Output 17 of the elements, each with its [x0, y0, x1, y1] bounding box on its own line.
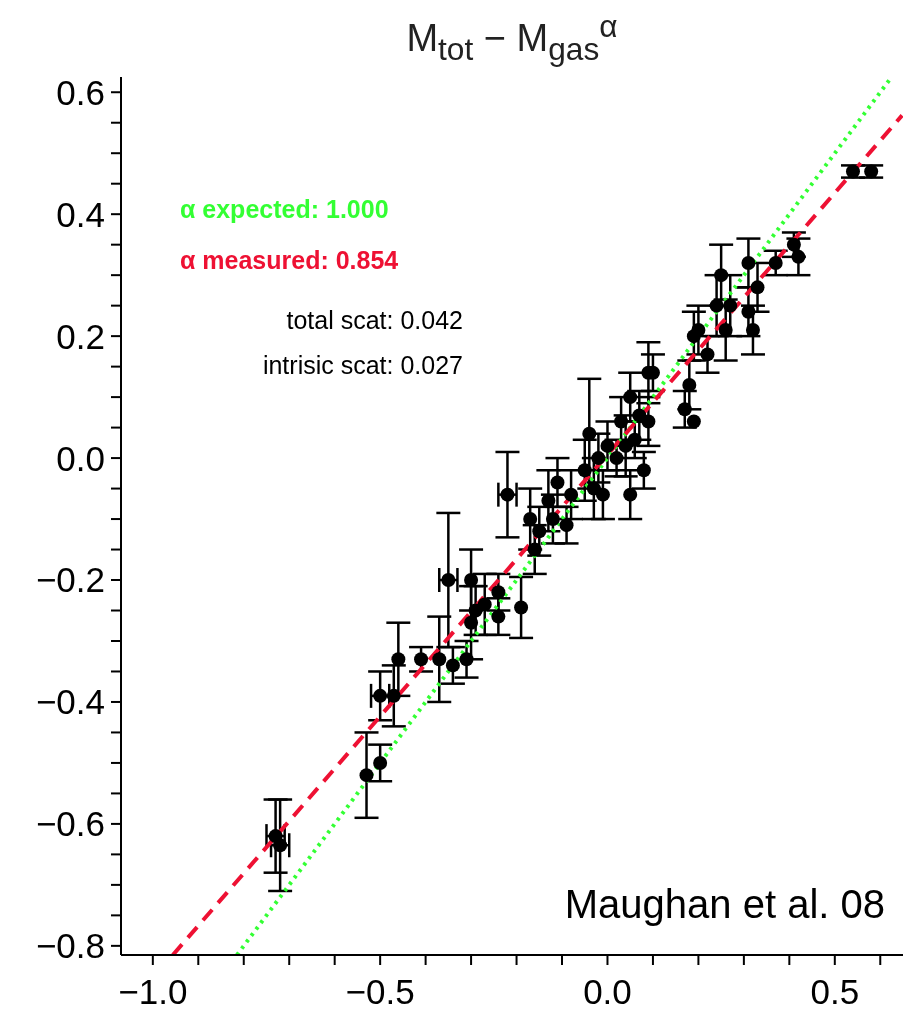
y-tick-label: 0.0: [56, 438, 105, 478]
text: α expected: 1.000: [180, 195, 390, 224]
x-tick-label: −1.0: [118, 971, 188, 1011]
y-tick-label: −0.8: [35, 926, 105, 966]
y-tick-label: 0.6: [56, 72, 105, 112]
annotation: Maughan et al. 08: [564, 882, 885, 926]
y-tick-label: −0.4: [35, 682, 105, 722]
annotation: intrisic scat: 0.027: [262, 351, 463, 379]
x-tick-label: −0.5: [345, 971, 415, 1011]
x-tick-label: 0.5: [810, 971, 860, 1011]
annotation: total scat: 0.042: [286, 306, 463, 334]
text: α measured: 0.854: [180, 246, 399, 275]
y-tick-label: 0.4: [56, 194, 105, 234]
y-tick-label: −0.2: [35, 560, 105, 600]
y-tick-label: 0.2: [56, 316, 105, 356]
y-tick-label: −0.6: [35, 804, 105, 844]
x-tick-label: 0.0: [583, 971, 632, 1011]
